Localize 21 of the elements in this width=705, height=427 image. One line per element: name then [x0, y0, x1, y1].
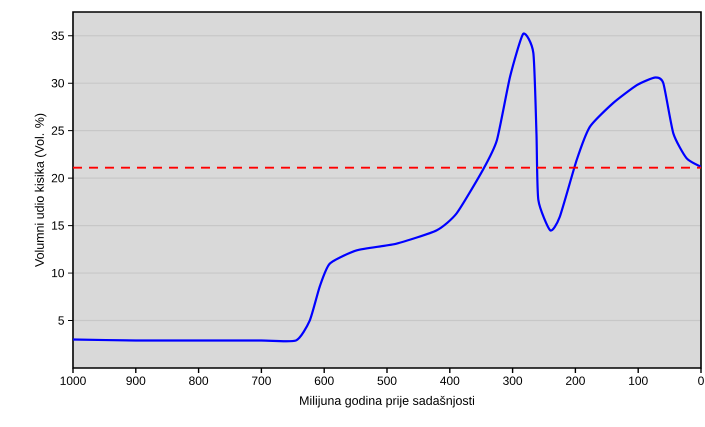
x-tick-label: 0 [698, 376, 704, 385]
x-tick-label: 800 [189, 376, 208, 385]
x-tick-label: 700 [252, 376, 271, 385]
x-tick-label: 300 [503, 376, 522, 385]
y-tick-label: 25 [52, 126, 64, 135]
x-tick-label: 100 [629, 376, 648, 385]
x-tick-label: 200 [566, 376, 585, 385]
y-tick-label: 10 [52, 268, 64, 278]
x-tick-label: 400 [440, 376, 460, 385]
x-axis-title: Milijuna godina prije sadašnjosti [300, 396, 474, 408]
y-axis-title: Volumni udio kisika (Vol. %) [34, 114, 46, 267]
y-tick-label: 15 [52, 221, 64, 230]
y-tick-label: 5 [58, 316, 64, 325]
y-tick-label: 20 [52, 174, 64, 182]
x-tick-label: 600 [314, 376, 334, 385]
x-tick-label: 500 [378, 376, 397, 385]
y-tick-label: 30 [52, 78, 64, 88]
y-tick-label: 35 [52, 32, 64, 40]
x-tick-label: 1000 [60, 376, 86, 385]
x-tick-label: 900 [126, 376, 146, 385]
line-series [72, 32, 701, 342]
